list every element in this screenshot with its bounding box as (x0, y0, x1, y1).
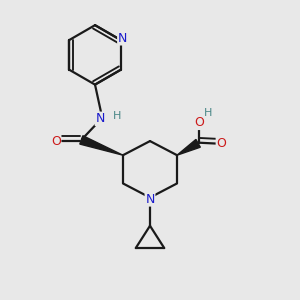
Text: H: H (204, 108, 212, 118)
Text: N: N (145, 193, 155, 206)
Polygon shape (80, 136, 123, 155)
Text: N: N (95, 112, 105, 125)
Polygon shape (177, 140, 200, 155)
Text: H: H (112, 111, 121, 121)
Text: O: O (216, 137, 226, 150)
Text: N: N (118, 32, 127, 45)
Text: O: O (51, 135, 61, 148)
Text: O: O (194, 116, 204, 129)
